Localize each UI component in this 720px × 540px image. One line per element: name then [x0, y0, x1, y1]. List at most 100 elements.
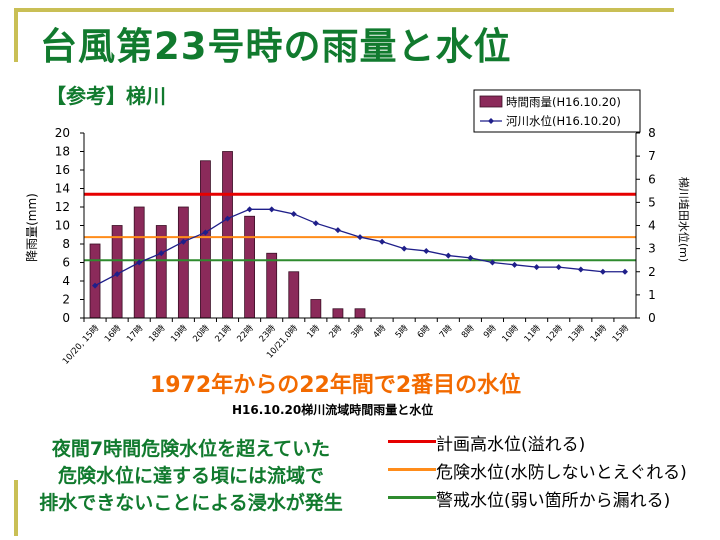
top-rule	[14, 8, 674, 12]
river-level-point	[511, 261, 518, 268]
river-level-point	[489, 259, 496, 266]
legend-plan-level: 計画高水位(溢れる)	[388, 430, 720, 455]
y-tick-label-right: 8	[648, 126, 656, 140]
x-tick-label: 23時	[258, 323, 279, 344]
description-line-1: 夜間7時間危険水位を超えていた	[51, 438, 331, 460]
y-tick-label-left: 10	[55, 219, 70, 233]
rain-bar	[354, 308, 366, 319]
x-tick-label: 22時	[235, 323, 256, 344]
legend-river-label: 河川水位(H16.10.20)	[506, 114, 621, 128]
legend-warning-level-label: 警戒水位(弱い箇所から漏れる)	[436, 491, 671, 511]
rain-bar	[288, 271, 300, 319]
x-tick-label: 14時	[589, 323, 610, 344]
river-level-line	[94, 208, 625, 287]
river-level-point	[423, 247, 430, 254]
rain-bar	[266, 252, 278, 319]
rain-bar	[222, 151, 233, 319]
legend-rain-swatch	[479, 95, 503, 108]
legend-danger-level: 危険水位(水防しないとえぐれる)	[388, 458, 720, 483]
y-tick-label-right: 4	[648, 219, 656, 233]
river-level-point	[357, 234, 363, 241]
chart-note: 1972年からの22年間で2番目の水位	[150, 373, 522, 398]
legend-warning-level: 警戒水位(弱い箇所から漏れる)	[388, 486, 720, 511]
river-level-point	[180, 238, 187, 245]
rain-bar	[177, 206, 189, 319]
y-tick-label-left: 12	[55, 200, 70, 214]
river-level-point	[224, 215, 231, 222]
x-tick-label: 16時	[103, 323, 124, 344]
y-tick-label-left: 0	[62, 311, 70, 325]
y-axis-label-left: 降雨量(mm)	[25, 193, 39, 262]
rain-bar	[310, 299, 322, 319]
legend-danger-level-label: 危険水位(水防しないとえぐれる)	[436, 463, 687, 483]
x-tick-label: 10/20, 15時	[61, 323, 102, 367]
x-tick-label: 11時	[523, 323, 544, 344]
x-tick-label: 6時	[416, 323, 433, 340]
x-tick-label: 10時	[500, 323, 521, 344]
slide-subtitle: 【参考】梯川	[46, 84, 166, 108]
description-line-2: 危険水位に達する頃には流域で	[57, 465, 324, 487]
y-tick-label-right: 3	[648, 242, 656, 256]
x-tick-label: 9時	[482, 323, 499, 340]
river-level-point	[158, 250, 165, 257]
y-tick-label-left: 14	[55, 182, 70, 196]
x-tick-label: 20時	[191, 323, 212, 344]
y-tick-label-right: 0	[648, 311, 656, 325]
y-axis-label-right: 梯川埴田水位(m)	[677, 177, 691, 262]
x-tick-label: 21時	[213, 323, 234, 344]
river-level-point	[467, 254, 474, 261]
river-level-point	[312, 220, 319, 227]
y-tick-label-left: 20	[55, 126, 70, 140]
x-tick-label: 2時	[327, 323, 344, 340]
x-tick-label: 13時	[567, 323, 588, 344]
rain-bar	[332, 308, 344, 319]
x-tick-label: 3時	[349, 323, 366, 340]
river-level-point	[246, 206, 253, 213]
rain-bar	[89, 243, 101, 319]
river-level-point	[92, 282, 99, 289]
river-level-point	[334, 227, 341, 234]
y-tick-label-right: 6	[648, 172, 656, 186]
y-tick-label-right: 2	[648, 265, 656, 279]
y-tick-label-right: 1	[648, 288, 656, 302]
y-tick-label-right: 5	[648, 195, 656, 209]
river-level-point	[401, 245, 408, 252]
river-level-point	[268, 206, 275, 213]
x-tick-label: 4時	[372, 323, 389, 340]
description: 夜間7時間危険水位を超えていた 危険水位に達する頃には流域で 排水できないことに…	[6, 436, 376, 517]
legend-rain-label: 時間雨量(H16.10.20)	[506, 95, 621, 109]
top-rule-vertical	[14, 8, 18, 62]
x-tick-label: 17時	[125, 323, 146, 344]
legend-plan-level-label: 計画高水位(溢れる)	[436, 435, 586, 455]
river-level-point	[114, 271, 121, 278]
river-level-point	[290, 210, 297, 217]
chart-caption: H16.10.20梯川流域時間雨量と水位	[232, 403, 434, 417]
legend-river-marker	[488, 118, 494, 124]
y-tick-label-left: 8	[62, 237, 70, 251]
river-level-point	[555, 264, 562, 271]
x-tick-label: 18時	[147, 323, 168, 344]
rain-bar	[200, 160, 211, 319]
bottom-rule	[14, 480, 18, 536]
river-level-point	[599, 268, 606, 275]
y-tick-label-right: 7	[648, 149, 656, 163]
y-tick-label-left: 6	[62, 256, 70, 270]
river-level-point	[202, 229, 209, 236]
x-tick-label: 19時	[169, 323, 190, 344]
river-level-point	[577, 266, 584, 273]
rain-bar	[244, 215, 256, 319]
river-level-point	[445, 252, 452, 259]
rain-bar	[155, 225, 167, 319]
river-level-point	[136, 259, 143, 266]
legend-plan-level-swatch	[388, 440, 436, 443]
x-tick-label: 7時	[438, 323, 455, 340]
legend-warning-level-swatch	[388, 496, 436, 499]
x-tick-label: 15時	[611, 323, 632, 344]
river-level-point	[379, 238, 386, 245]
x-tick-label: 5時	[394, 323, 411, 340]
y-tick-label-left: 16	[55, 163, 70, 177]
y-tick-label-left: 2	[62, 293, 70, 307]
description-line-3: 排水できないことによる浸水が発生	[39, 492, 343, 514]
x-tick-label: 8時	[460, 323, 477, 340]
